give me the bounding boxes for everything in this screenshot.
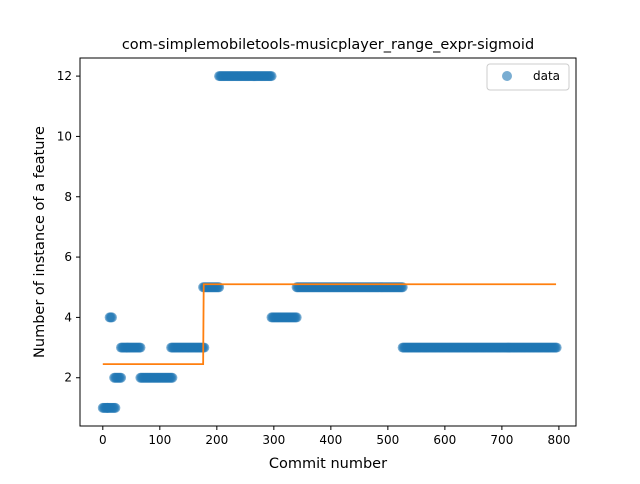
data-point — [551, 342, 562, 353]
x-tick-label: 200 — [205, 433, 228, 447]
data-point — [135, 342, 146, 353]
x-axis-ticks: 0 100 200 300 400 500 600 700 800 — [99, 426, 570, 447]
legend-box — [486, 63, 570, 91]
fit-line-group — [102, 283, 557, 366]
x-tick-label: 700 — [490, 433, 513, 447]
data-point — [110, 402, 121, 413]
data-point — [291, 312, 302, 323]
y-axis-label: Number of instance of a feature — [32, 126, 48, 358]
fit-line — [102, 283, 557, 366]
y-tick-label: 8 — [64, 190, 72, 204]
x-tick-label: 0 — [99, 433, 107, 447]
y-tick-label: 6 — [64, 250, 72, 264]
x-tick-label: 300 — [262, 433, 285, 447]
data-point — [266, 71, 277, 82]
axes-frame — [79, 57, 577, 427]
x-tick-label: 800 — [547, 433, 570, 447]
chart-title: com-simplemobiletools-musicplayer_range_… — [122, 37, 534, 53]
x-axis-label: Commit number — [269, 456, 387, 472]
data-point — [199, 342, 210, 353]
x-tick-label: 100 — [148, 433, 171, 447]
data-point — [167, 372, 178, 383]
data-point — [106, 312, 117, 323]
data-point — [116, 372, 127, 383]
y-tick-label: 12 — [57, 69, 72, 83]
x-tick-label: 400 — [319, 433, 342, 447]
x-tick-label: 500 — [376, 433, 399, 447]
y-tick-label: 4 — [64, 310, 72, 324]
y-tick-label: 2 — [64, 371, 72, 385]
x-tick-label: 600 — [433, 433, 456, 447]
legend-marker — [502, 71, 512, 81]
y-tick-label: 10 — [57, 129, 72, 143]
legend-label: data — [533, 69, 560, 83]
legend: data — [486, 63, 570, 91]
y-axis-ticks: 2 4 6 8 10 12 — [57, 69, 80, 385]
